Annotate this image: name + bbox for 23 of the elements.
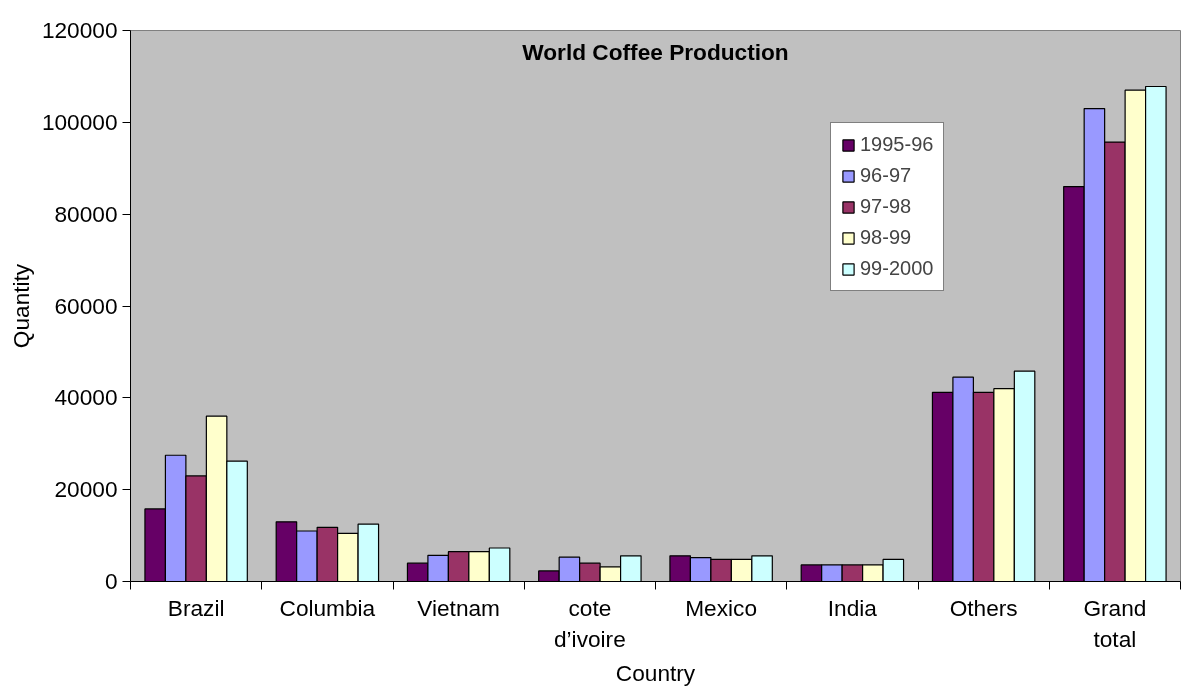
legend-label: 98-99 <box>860 226 912 249</box>
y-tick-label: 40000 <box>54 384 118 411</box>
chart-title: World Coffee Production <box>522 38 789 65</box>
legend-label: 1995-96 <box>860 133 934 156</box>
y-axis-title: Quantity <box>7 263 34 349</box>
x-tick-label: Grand total <box>1083 594 1147 652</box>
x-tick-label: Mexico <box>685 594 758 621</box>
x-tick-label: Others <box>949 594 1018 621</box>
legend-label: 99-2000 <box>860 257 934 280</box>
y-tick-label: 120000 <box>41 17 118 43</box>
legend-label: 96-97 <box>860 164 912 187</box>
y-tick-label: 100000 <box>41 108 118 135</box>
x-tick-label: India <box>827 594 878 621</box>
y-tick-label: 20000 <box>54 476 118 503</box>
x-tick-label: cote d’ivoire <box>553 594 626 652</box>
x-tick-label: Columbia <box>279 594 376 621</box>
x-axis-title: Country <box>615 659 696 686</box>
x-tick-label: Vietnam <box>417 594 500 621</box>
y-tick-label: 80000 <box>54 200 118 227</box>
legend-label: 97-98 <box>860 195 912 218</box>
y-tick-label: 60000 <box>54 292 118 319</box>
x-tick-label: Brazil <box>167 594 225 621</box>
y-tick-label: 0 <box>104 568 118 594</box>
